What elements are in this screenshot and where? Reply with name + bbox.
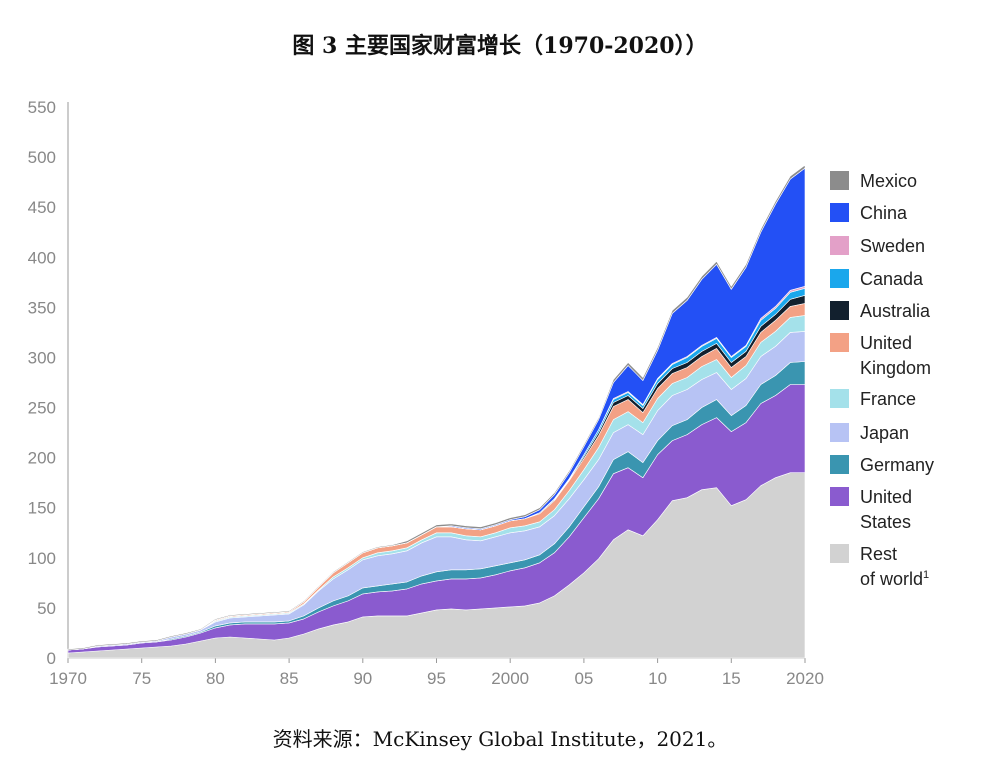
legend-swatch-sweden (830, 236, 849, 255)
legend-swatch-united-kingdom (830, 333, 849, 352)
y-tick-label: 300 (28, 348, 56, 367)
y-tick-label: 250 (28, 399, 56, 418)
y-tick-label: 100 (28, 549, 56, 568)
x-tick-label: 2000 (491, 669, 529, 688)
legend-swatch-china (830, 203, 849, 222)
x-tick-label: 15 (722, 669, 741, 688)
x-tick-label: 2020 (786, 669, 824, 688)
x-tick-label: 75 (132, 669, 151, 688)
x-tick-label: 05 (574, 669, 593, 688)
legend-label-china: China (860, 203, 908, 223)
x-tick-label: 80 (206, 669, 225, 688)
legend-swatch-canada (830, 269, 849, 288)
x-tick-label: 1970 (49, 669, 87, 688)
x-axis: 1970 75 80 85 90 95 2000 05 10 15 2020 (49, 657, 824, 688)
y-tick-label: 500 (28, 148, 56, 167)
legend-superscript: 1 (923, 569, 929, 581)
legend-label-japan: Japan (860, 423, 909, 443)
legend: Mexico China Sweden Canada Australia United Ki… (830, 171, 934, 589)
legend-swatch-france (830, 389, 849, 408)
y-tick-label: 150 (28, 499, 56, 518)
y-tick-label: 450 (28, 198, 56, 217)
y-tick-label: 0 (47, 649, 56, 668)
legend-label-united-kingdom: United Kingdom (860, 333, 931, 378)
legend-swatch-rest-of-world (830, 544, 849, 563)
legend-swatch-united-states (830, 487, 849, 506)
y-tick-label: 50 (37, 599, 56, 618)
legend-label-australia: Australia (860, 301, 931, 321)
legend-label-mexico: Mexico (860, 171, 917, 191)
y-axis: 0 50 100 150 200 250 300 350 400 450 500 550 (28, 98, 69, 668)
legend-swatch-mexico (830, 171, 849, 190)
x-tick-label: 85 (280, 669, 299, 688)
x-tick-label: 90 (353, 669, 372, 688)
area-mexico (67, 164, 806, 651)
legend-swatch-australia (830, 301, 849, 320)
y-tick-label: 200 (28, 449, 56, 468)
legend-label-canada: Canada (860, 269, 924, 289)
legend-swatch-japan (830, 423, 849, 442)
legend-label-germany: Germany (860, 455, 934, 475)
legend-label-united-states: United States (860, 487, 912, 532)
legend-label-rest-of-world: Rest of world1 (860, 544, 929, 589)
y-tick-label: 350 (28, 298, 56, 317)
source-note: 资料来源：McKinsey Global Institute，2021。 (272, 727, 728, 751)
x-tick-label: 10 (648, 669, 667, 688)
legend-label-france: France (860, 389, 916, 409)
x-tick-label: 95 (427, 669, 446, 688)
series-areas (67, 164, 806, 659)
legend-swatch-germany (830, 455, 849, 474)
y-tick-label: 550 (28, 98, 56, 117)
legend-label-sweden: Sweden (860, 236, 925, 256)
chart-title: 图 3 主要国家财富增长（1970-2020）） (292, 33, 708, 59)
y-tick-label: 400 (28, 248, 56, 267)
